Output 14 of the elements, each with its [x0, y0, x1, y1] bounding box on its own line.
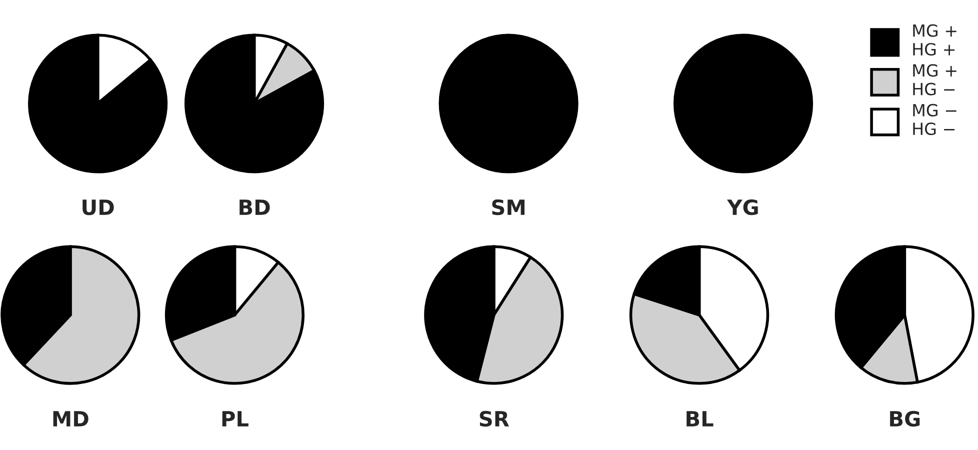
- legend-label: MG + HG +: [913, 24, 956, 56]
- text: MD: [53, 411, 88, 426]
- text: SR: [480, 410, 509, 427]
- pie-slice: [184, 34, 324, 174]
- text: BG: [890, 410, 920, 427]
- text: BD: [240, 200, 270, 215]
- text: SM: [492, 199, 525, 216]
- text: BL: [686, 411, 714, 426]
- text: YG: [726, 199, 758, 216]
- legend-label: MG − HG −: [913, 104, 956, 136]
- text: PL: [222, 411, 248, 426]
- legend-label: MG + HG −: [913, 64, 956, 96]
- text: UD: [82, 200, 114, 216]
- pie-slice: [28, 34, 168, 174]
